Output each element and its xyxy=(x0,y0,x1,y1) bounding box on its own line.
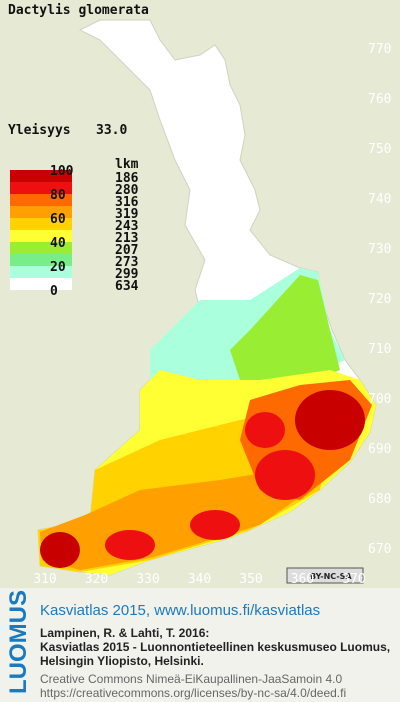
y-tick-label: 770 xyxy=(368,42,391,57)
citation: Kasviatlas 2015 - Luonnontieteellinen ke… xyxy=(40,640,390,654)
zone xyxy=(230,275,340,390)
legend-swatch xyxy=(10,278,72,290)
legend-swatch xyxy=(10,254,72,266)
zone xyxy=(245,412,285,448)
legend-count: 273 xyxy=(115,255,138,270)
logo: LUOMUS xyxy=(5,590,32,694)
legend-scale: 40 xyxy=(50,236,66,251)
legend-swatch xyxy=(10,266,72,278)
legend-scale: 100 xyxy=(50,164,74,179)
y-tick-label: 700 xyxy=(368,392,391,407)
citation: Helsingin Yliopisto, Helsinki. xyxy=(40,654,204,668)
y-tick-label: 680 xyxy=(368,492,391,507)
zone xyxy=(295,390,365,450)
legend-count: 243 xyxy=(115,219,138,234)
license: Creative Commons Nimeä-EiKaupallinen-Jaa… xyxy=(40,672,342,686)
y-tick-label: 740 xyxy=(368,192,391,207)
y-tick-label: 690 xyxy=(368,442,391,457)
legend-scale: 0 xyxy=(50,284,58,299)
y-tick-label: 730 xyxy=(368,242,391,257)
legend-count: 207 xyxy=(115,243,138,258)
citation: Lampinen, R. & Lahti, T. 2016: xyxy=(40,626,209,640)
legend-swatch xyxy=(10,218,72,230)
legend-scale: 60 xyxy=(50,212,66,227)
legend-count: 186 xyxy=(115,171,139,186)
y-tick-label: 720 xyxy=(368,292,391,307)
map-title: Dactylis glomerata xyxy=(8,3,149,18)
x-tick-label: 360 xyxy=(291,572,314,587)
zone xyxy=(255,450,315,500)
legend-scale: 80 xyxy=(50,188,66,203)
legend-swatch xyxy=(10,170,72,182)
license-badge xyxy=(286,567,364,584)
y-tick-label: 710 xyxy=(368,342,391,357)
legend-count: 213 xyxy=(115,231,138,246)
x-tick-label: 370 xyxy=(342,572,365,587)
legend-count: 319 xyxy=(115,207,138,222)
legend-swatch xyxy=(10,206,72,218)
legend-count: 299 xyxy=(115,267,138,282)
x-tick-label: 320 xyxy=(85,572,108,587)
frequency-label: Yleisyys xyxy=(8,123,71,138)
x-tick-label: 350 xyxy=(239,572,262,587)
count-header: lkm xyxy=(115,157,139,172)
legend-swatch xyxy=(10,182,72,194)
legend-count: 634 xyxy=(115,279,139,294)
zone xyxy=(190,510,240,540)
zone xyxy=(105,530,155,560)
finland-map xyxy=(37,19,377,576)
y-tick-label: 750 xyxy=(368,142,391,157)
x-tick-label: 330 xyxy=(136,572,159,587)
legend-count: 280 xyxy=(115,183,139,198)
x-tick-label: 310 xyxy=(33,572,56,587)
footer xyxy=(0,588,400,702)
legend-swatch xyxy=(10,194,72,206)
link[interactable]: Kasviatlas 2015, www.luomus.fi/kasviatla… xyxy=(40,602,320,619)
legend-swatch xyxy=(10,230,72,242)
license: https://creativecommons.org/licenses/by-… xyxy=(40,686,346,700)
legend-swatch xyxy=(10,242,72,254)
legend-count: 316 xyxy=(115,195,139,210)
y-tick-label: 760 xyxy=(368,92,391,107)
legend-scale: 20 xyxy=(50,260,66,275)
y-tick-label: 670 xyxy=(368,542,391,557)
x-tick-label: 340 xyxy=(188,572,211,587)
frequency-value: 33.0 xyxy=(96,123,127,138)
zone xyxy=(40,532,80,568)
license-badge-text: BY-NC-SA xyxy=(310,572,352,581)
